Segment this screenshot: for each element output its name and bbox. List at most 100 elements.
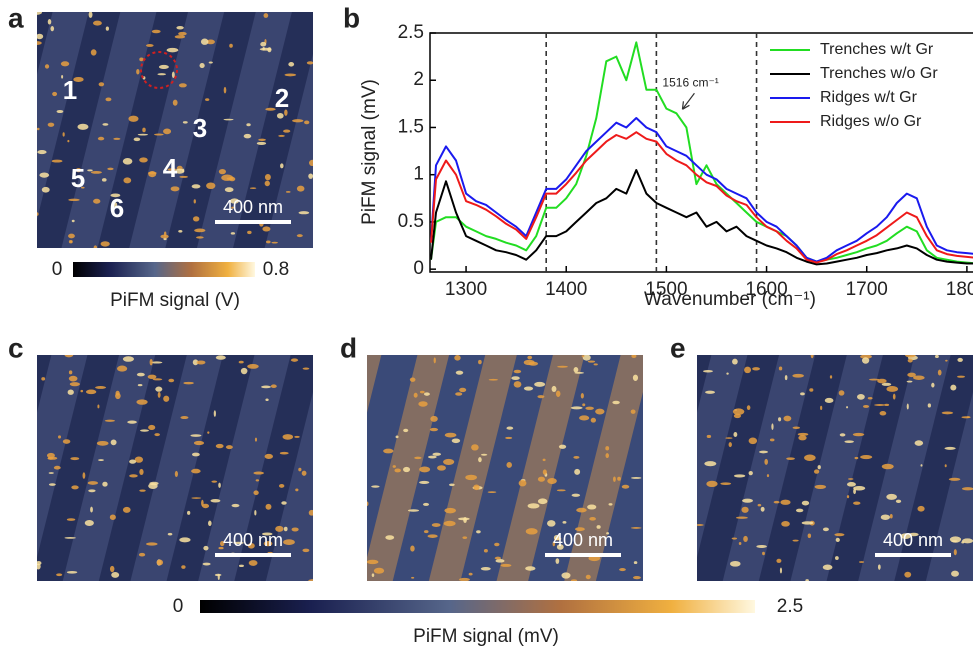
- speck: [423, 530, 429, 534]
- speck: [854, 456, 859, 460]
- speck: [200, 38, 209, 45]
- speck: [801, 521, 814, 525]
- speck: [97, 136, 105, 141]
- speck: [478, 359, 482, 365]
- speck: [858, 561, 865, 563]
- speck: [838, 390, 845, 396]
- speck: [418, 401, 428, 407]
- legend-label: Trenches w/o Gr: [820, 65, 938, 82]
- speck: [562, 521, 567, 524]
- speck: [590, 417, 597, 423]
- panel-label: c: [8, 332, 24, 363]
- speck: [431, 523, 441, 528]
- annotation-arrow: [681, 92, 695, 110]
- speck: [225, 445, 233, 450]
- speck: [587, 360, 596, 363]
- x-tick-label: 1700: [846, 279, 888, 300]
- speck: [534, 381, 546, 387]
- speck: [574, 371, 585, 374]
- stripe: [367, 355, 468, 581]
- speck: [48, 472, 54, 474]
- x-tick-label: 1400: [545, 279, 587, 300]
- speck: [582, 403, 586, 407]
- speck: [174, 35, 186, 39]
- speck: [111, 202, 118, 208]
- speck: [744, 366, 752, 374]
- speck: [238, 564, 244, 567]
- speck: [861, 357, 870, 364]
- stripe: [86, 12, 203, 248]
- speck: [278, 134, 285, 137]
- speck: [552, 541, 556, 547]
- speck: [480, 453, 488, 456]
- speck: [149, 481, 159, 486]
- colorbar-title: PiFM signal (V): [110, 290, 240, 311]
- speck: [37, 33, 44, 40]
- speck: [449, 483, 455, 487]
- speck: [265, 398, 269, 402]
- speck: [128, 115, 139, 122]
- speck: [149, 358, 153, 366]
- speck: [109, 565, 115, 573]
- speck: [283, 539, 295, 545]
- series-line: [430, 117, 973, 263]
- speck: [271, 241, 278, 244]
- stripes: [37, 12, 313, 248]
- speck: [265, 107, 276, 111]
- speck: [229, 198, 240, 204]
- speck: [270, 384, 277, 388]
- speck: [444, 507, 456, 514]
- speck: [133, 137, 141, 142]
- colorbar-title: PiFM signal (mV): [413, 626, 559, 647]
- speck: [68, 233, 75, 239]
- speck: [96, 440, 109, 446]
- speck: [137, 384, 143, 387]
- scale-label: 400 nm: [553, 530, 613, 550]
- speck: [41, 377, 46, 381]
- speck: [262, 226, 271, 232]
- speck: [62, 439, 71, 444]
- speck: [810, 355, 814, 359]
- region-label: 2: [275, 83, 289, 113]
- speck: [211, 480, 218, 483]
- speck: [494, 556, 502, 560]
- speck: [579, 415, 590, 421]
- speck: [951, 570, 959, 577]
- speck: [570, 406, 583, 410]
- speck: [800, 392, 805, 396]
- colorbar-max: 0.8: [263, 259, 289, 280]
- region-label: 3: [193, 113, 207, 143]
- speck: [630, 409, 636, 414]
- speck: [778, 366, 783, 371]
- speck: [511, 376, 520, 380]
- speck: [220, 540, 225, 547]
- speck: [93, 20, 102, 26]
- speck: [879, 411, 887, 416]
- speck: [218, 168, 226, 175]
- speck: [238, 360, 244, 364]
- speck: [423, 392, 430, 396]
- speck: [846, 482, 856, 487]
- speck: [631, 477, 642, 479]
- speck: [487, 491, 497, 494]
- speck: [573, 456, 580, 459]
- speck: [176, 26, 184, 30]
- speck: [792, 426, 800, 429]
- speck: [852, 432, 865, 437]
- speck: [776, 558, 782, 563]
- speck: [889, 513, 893, 519]
- speck: [617, 476, 621, 481]
- speck: [473, 484, 480, 491]
- speck: [264, 180, 270, 187]
- speck: [571, 493, 581, 497]
- speck: [752, 367, 760, 371]
- speck: [729, 560, 741, 567]
- speck: [163, 128, 172, 135]
- speck: [290, 358, 299, 362]
- speck: [957, 375, 966, 378]
- speck: [109, 514, 116, 520]
- speck: [385, 535, 395, 540]
- speck: [70, 457, 80, 461]
- speck: [506, 461, 512, 468]
- speck: [829, 375, 833, 379]
